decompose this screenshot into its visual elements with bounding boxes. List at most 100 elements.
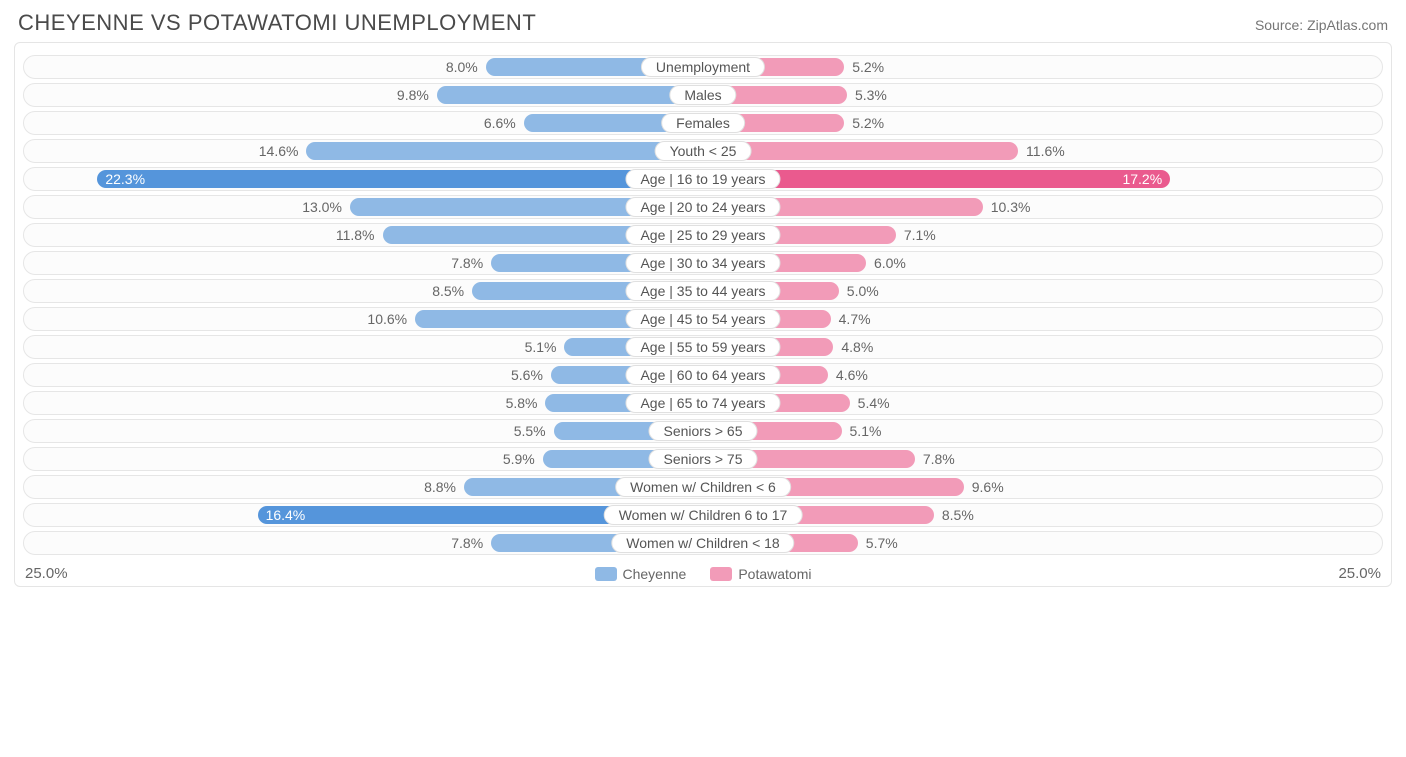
chart-row: 16.4% 8.5% Women w/ Children 6 to 17: [23, 503, 1383, 527]
value-left: 11.8%: [336, 227, 375, 243]
chart-legend: Cheyenne Potawatomi: [68, 566, 1339, 582]
value-right: 8.5%: [942, 507, 974, 523]
value-right: 4.8%: [841, 339, 873, 355]
value-right: 4.6%: [836, 367, 868, 383]
legend-swatch-right: [710, 567, 732, 581]
value-right: 5.7%: [866, 535, 898, 551]
chart-row: 5.5% 5.1% Seniors > 65: [23, 419, 1383, 443]
value-left: 8.0%: [446, 59, 478, 75]
category-pill: Age | 25 to 29 years: [625, 225, 780, 245]
value-right: 5.2%: [852, 59, 884, 75]
value-right: 4.7%: [839, 311, 871, 327]
row-track: 5.9% 7.8% Seniors > 75: [23, 447, 1383, 471]
row-track: 5.5% 5.1% Seniors > 65: [23, 419, 1383, 443]
category-pill: Unemployment: [641, 57, 765, 77]
value-right: 10.3%: [991, 199, 1031, 215]
chart-row: 10.6% 4.7% Age | 45 to 54 years: [23, 307, 1383, 331]
row-track: 16.4% 8.5% Women w/ Children 6 to 17: [23, 503, 1383, 527]
legend-item-left: Cheyenne: [595, 566, 687, 582]
value-left: 22.3%: [97, 171, 145, 187]
value-left: 5.8%: [506, 395, 538, 411]
value-right: 5.0%: [847, 283, 879, 299]
row-track: 22.3% 17.2% Age | 16 to 19 years: [23, 167, 1383, 191]
value-left: 13.0%: [302, 199, 342, 215]
category-pill: Females: [661, 113, 745, 133]
butterfly-chart: 8.0% 5.2% Unemployment 9.8% 5.3% Males 6.6% 5.2…: [14, 42, 1392, 587]
chart-footer: 25.0% Cheyenne Potawatomi 25.0%: [23, 559, 1383, 582]
category-pill: Age | 55 to 59 years: [625, 337, 780, 357]
value-left: 16.4%: [258, 507, 306, 523]
value-right: 5.4%: [858, 395, 890, 411]
chart-row: 5.1% 4.8% Age | 55 to 59 years: [23, 335, 1383, 359]
row-track: 5.8% 5.4% Age | 65 to 74 years: [23, 391, 1383, 415]
row-track: 5.6% 4.6% Age | 60 to 64 years: [23, 363, 1383, 387]
value-right: 5.3%: [855, 87, 887, 103]
chart-row: 5.8% 5.4% Age | 65 to 74 years: [23, 391, 1383, 415]
value-left: 8.8%: [424, 479, 456, 495]
row-track: 11.8% 7.1% Age | 25 to 29 years: [23, 223, 1383, 247]
category-pill: Age | 65 to 74 years: [625, 393, 780, 413]
value-left: 14.6%: [259, 143, 299, 159]
value-left: 7.8%: [451, 535, 483, 551]
row-track: 10.6% 4.7% Age | 45 to 54 years: [23, 307, 1383, 331]
chart-row: 8.8% 9.6% Women w/ Children < 6: [23, 475, 1383, 499]
bar-left: [437, 86, 703, 104]
row-track: 8.8% 9.6% Women w/ Children < 6: [23, 475, 1383, 499]
row-track: 9.8% 5.3% Males: [23, 83, 1383, 107]
value-right: 17.2%: [1122, 171, 1170, 187]
value-left: 5.9%: [503, 451, 535, 467]
chart-row: 7.8% 5.7% Women w/ Children < 18: [23, 531, 1383, 555]
row-track: 13.0% 10.3% Age | 20 to 24 years: [23, 195, 1383, 219]
value-left: 5.5%: [514, 423, 546, 439]
axis-max-left: 25.0%: [25, 565, 68, 582]
category-pill: Age | 16 to 19 years: [625, 169, 780, 189]
value-right: 7.1%: [904, 227, 936, 243]
category-pill: Seniors > 75: [649, 449, 758, 469]
chart-row: 5.6% 4.6% Age | 60 to 64 years: [23, 363, 1383, 387]
category-pill: Women w/ Children < 6: [615, 477, 791, 497]
category-pill: Males: [669, 85, 736, 105]
chart-row: 8.5% 5.0% Age | 35 to 44 years: [23, 279, 1383, 303]
value-right: 7.8%: [923, 451, 955, 467]
chart-row: 13.0% 10.3% Age | 20 to 24 years: [23, 195, 1383, 219]
bar-left: [306, 142, 703, 160]
chart-rows: 8.0% 5.2% Unemployment 9.8% 5.3% Males 6.6% 5.2…: [23, 55, 1383, 555]
row-track: 8.5% 5.0% Age | 35 to 44 years: [23, 279, 1383, 303]
row-track: 7.8% 5.7% Women w/ Children < 18: [23, 531, 1383, 555]
category-pill: Women w/ Children 6 to 17: [604, 505, 803, 525]
value-left: 5.6%: [511, 367, 543, 383]
row-track: 5.1% 4.8% Age | 55 to 59 years: [23, 335, 1383, 359]
category-pill: Age | 35 to 44 years: [625, 281, 780, 301]
legend-label-left: Cheyenne: [623, 566, 687, 582]
value-left: 8.5%: [432, 283, 464, 299]
category-pill: Age | 60 to 64 years: [625, 365, 780, 385]
row-track: 14.6%11.6%Youth < 25: [23, 139, 1383, 163]
chart-row: 6.6% 5.2% Females: [23, 111, 1383, 135]
value-left: 10.6%: [367, 311, 407, 327]
category-pill: Women w/ Children < 18: [611, 533, 794, 553]
category-pill: Seniors > 65: [649, 421, 758, 441]
category-pill: Age | 45 to 54 years: [625, 309, 780, 329]
chart-row: 11.8% 7.1% Age | 25 to 29 years: [23, 223, 1383, 247]
chart-row: 8.0% 5.2% Unemployment: [23, 55, 1383, 79]
value-right: 5.2%: [852, 115, 884, 131]
row-track: 8.0% 5.2% Unemployment: [23, 55, 1383, 79]
value-right: 6.0%: [874, 255, 906, 271]
row-track: 6.6% 5.2% Females: [23, 111, 1383, 135]
value-left: 5.1%: [525, 339, 557, 355]
chart-row: 5.9% 7.8% Seniors > 75: [23, 447, 1383, 471]
chart-row: 9.8% 5.3% Males: [23, 83, 1383, 107]
value-left: 9.8%: [397, 87, 429, 103]
chart-row: 14.6%11.6%Youth < 25: [23, 139, 1383, 163]
value-right: 9.6%: [972, 479, 1004, 495]
value-right: 11.6%: [1026, 143, 1065, 159]
category-pill: Age | 20 to 24 years: [625, 197, 780, 217]
legend-label-right: Potawatomi: [738, 566, 811, 582]
chart-row: 7.8%6.0%Age | 30 to 34 years: [23, 251, 1383, 275]
bar-left: [97, 170, 703, 188]
chart-row: 22.3% 17.2% Age | 16 to 19 years: [23, 167, 1383, 191]
legend-swatch-left: [595, 567, 617, 581]
value-right: 5.1%: [850, 423, 882, 439]
chart-header: CHEYENNE VS POTAWATOMI UNEMPLOYMENT Sour…: [14, 10, 1392, 42]
value-left: 6.6%: [484, 115, 516, 131]
